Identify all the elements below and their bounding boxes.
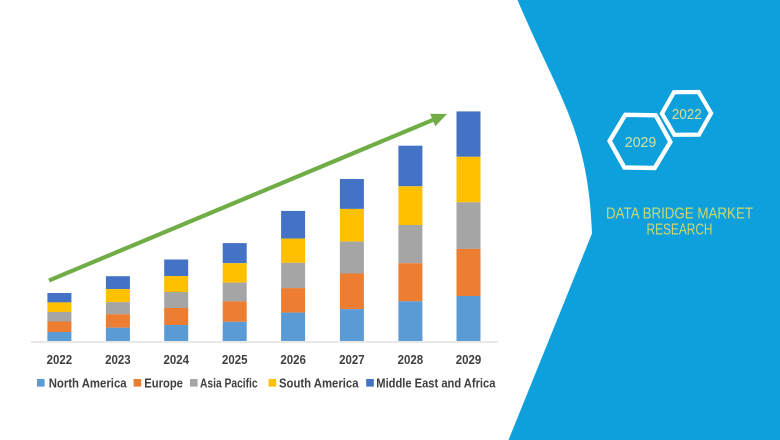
svg-text:DATA BRIDGE MARKET: DATA BRIDGE MARKET [606, 206, 753, 223]
svg-text:2022: 2022 [672, 107, 702, 123]
svg-text:2025: 2025 [222, 352, 248, 367]
svg-text:Middle East and Africa: Middle East and Africa [376, 377, 496, 391]
svg-text:2024: 2024 [163, 352, 189, 367]
svg-text:North America: North America [49, 377, 128, 391]
svg-text:South America: South America [279, 377, 359, 391]
svg-text:2029: 2029 [456, 352, 482, 367]
svg-text:Europe: Europe [144, 377, 183, 391]
svg-text:2029: 2029 [625, 135, 657, 151]
svg-text:Asia Pacific: Asia Pacific [200, 377, 258, 391]
svg-text:2027: 2027 [339, 352, 365, 367]
svg-text:2026: 2026 [280, 352, 306, 367]
svg-text:2022: 2022 [47, 352, 73, 367]
svg-text:RESEARCH: RESEARCH [647, 222, 713, 239]
svg-text:2023: 2023 [105, 352, 131, 367]
svg-text:2028: 2028 [398, 352, 424, 367]
